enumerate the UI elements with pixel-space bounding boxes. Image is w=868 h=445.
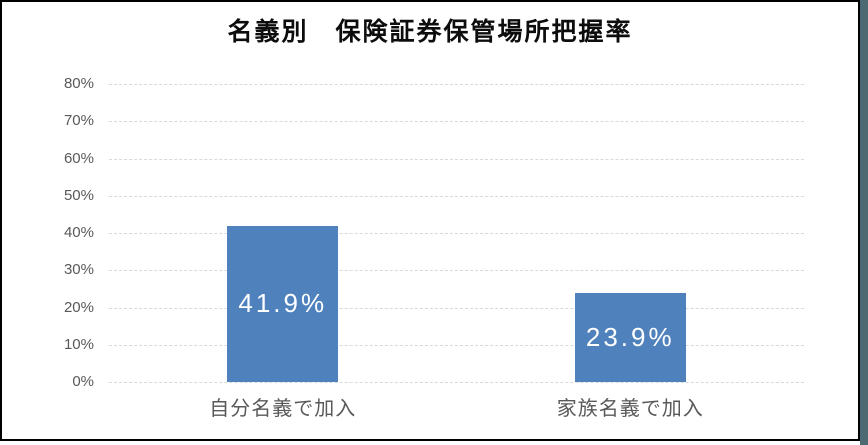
y-axis-tick-label: 40% bbox=[63, 224, 94, 241]
x-axis-category-label: 自分名義で加入 bbox=[209, 398, 357, 420]
bar-category: 23.9% bbox=[457, 84, 805, 382]
y-axis-tick-label: 60% bbox=[63, 149, 94, 167]
gridline bbox=[109, 270, 804, 272]
chart-title: 名義別 保険証券保管場所把握率 bbox=[227, 18, 633, 46]
gridline bbox=[109, 121, 804, 123]
gridline bbox=[109, 382, 804, 383]
y-axis-tick-label: 20% bbox=[63, 298, 94, 316]
bar: 23.9% bbox=[574, 292, 686, 382]
x-axis: 自分名義で加入 家族名義で加入 bbox=[109, 392, 804, 421]
gridline bbox=[109, 158, 804, 160]
x-axis-category-label: 家族名義で加入 bbox=[556, 398, 704, 420]
gridline bbox=[109, 307, 804, 309]
y-axis-tick-label: 30% bbox=[63, 261, 94, 279]
gridline bbox=[109, 344, 804, 346]
bar-value-label: 23.9% bbox=[585, 321, 675, 352]
y-axis-tick-label: 10% bbox=[63, 335, 94, 353]
bar-category: 41.9% bbox=[109, 84, 457, 382]
gridline bbox=[109, 233, 804, 234]
y-axis-tick-label: 80% bbox=[63, 75, 94, 92]
plot-area: 41.9% 23.9% bbox=[109, 84, 804, 383]
gridline bbox=[109, 84, 804, 85]
gridline bbox=[109, 195, 804, 197]
bar: 41.9% bbox=[227, 225, 339, 382]
bar-series: 41.9% 23.9% bbox=[109, 84, 804, 382]
y-axis-tick-label: 50% bbox=[63, 186, 94, 204]
y-axis-tick-label: 70% bbox=[63, 112, 94, 130]
y-axis: 80% 70% 60% 50% 40% 30% 20% 10% 0% bbox=[26, 2, 94, 443]
backdrop-strip bbox=[860, 0, 868, 445]
bar-value-label: 41.9% bbox=[238, 288, 328, 319]
y-axis-tick-label: 0% bbox=[72, 373, 94, 390]
